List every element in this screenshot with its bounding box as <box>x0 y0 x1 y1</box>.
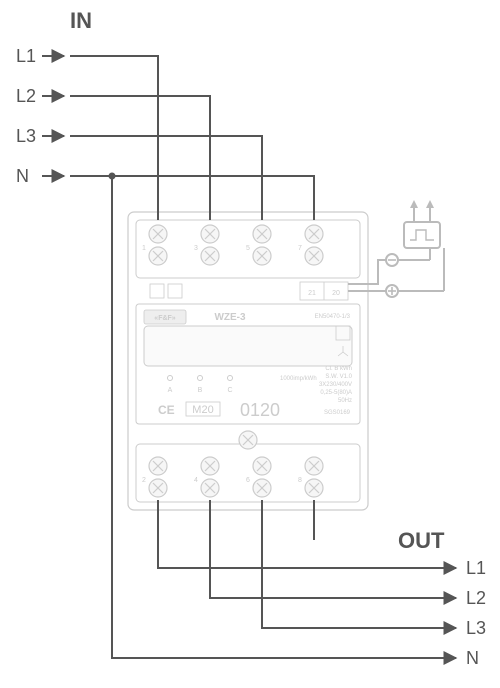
model-text: WZE-3 <box>214 312 246 323</box>
wiring-diagram: IN OUT L1 L2 L3 N L1 L2 L3 N K&V ELEKTRO <box>0 0 500 688</box>
brand-text: «F&F» <box>154 315 176 322</box>
svg-text:3: 3 <box>194 245 198 252</box>
std-text: EN50470-1/3 <box>315 314 351 320</box>
svg-text:5: 5 <box>246 245 250 252</box>
svg-text:CE: CE <box>158 403 175 417</box>
svg-text:0120: 0120 <box>240 400 280 420</box>
svg-text:1: 1 <box>142 245 146 252</box>
device-body: «F&F» WZE-3 EN50470-1/3 A B C 1000imp/kW… <box>128 212 368 510</box>
pulse-text: 1000imp/kWh <box>280 376 317 382</box>
svg-text:7: 7 <box>298 245 302 252</box>
pulse-terminals: 21 20 <box>300 282 348 300</box>
svg-text:21: 21 <box>308 290 316 297</box>
svg-text:6: 6 <box>246 477 250 484</box>
svg-text:20: 20 <box>332 290 340 297</box>
svg-text:Cl. B kWh: Cl. B kWh <box>325 366 352 372</box>
svg-text:4: 4 <box>194 477 198 484</box>
svg-text:SGS0169: SGS0169 <box>324 410 351 416</box>
svg-text:A: A <box>168 387 173 394</box>
svg-text:3X230/400V: 3X230/400V <box>319 382 352 388</box>
svg-text:S.W. V1.0: S.W. V1.0 <box>325 374 352 380</box>
svg-text:8: 8 <box>298 477 302 484</box>
svg-text:B: B <box>198 387 203 394</box>
svg-text:2: 2 <box>142 477 146 484</box>
svg-text:M20: M20 <box>192 404 213 416</box>
svg-text:0,25-5(80)A: 0,25-5(80)A <box>320 390 352 396</box>
diagram-svg: «F&F» WZE-3 EN50470-1/3 A B C 1000imp/kW… <box>0 0 500 688</box>
svg-text:50Hz: 50Hz <box>338 398 352 404</box>
svg-text:C: C <box>227 387 232 394</box>
